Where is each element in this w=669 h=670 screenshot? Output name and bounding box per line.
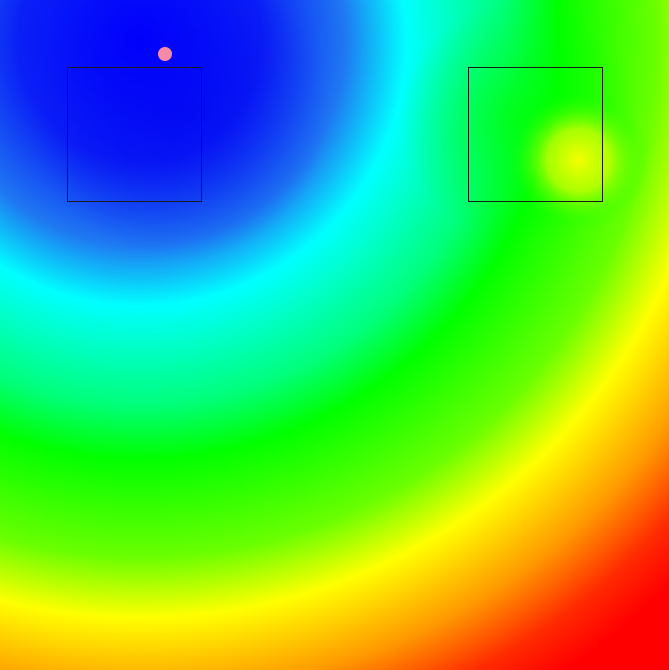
agent-position-marker: [158, 47, 172, 61]
right-target-region-frame: [468, 67, 603, 202]
left-target-region-frame: [67, 67, 202, 202]
